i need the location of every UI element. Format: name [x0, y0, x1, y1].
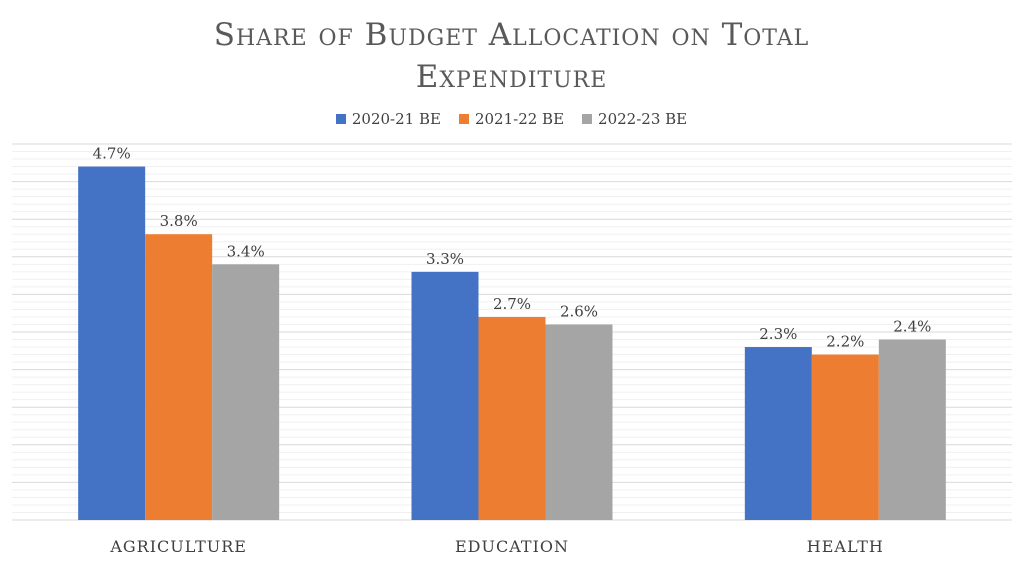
category-label-education: EDUCATION [455, 537, 569, 556]
chart-title: Share of Budget Allocation on Total Expe… [0, 14, 1023, 98]
bar-health-2021-22-be [811, 354, 879, 520]
category-label-health: HEALTH [807, 537, 884, 556]
bar-health-2022-23-be [878, 339, 946, 520]
data-label: 2.6% [560, 302, 598, 320]
legend-label-2020-21: 2020-21 BE [351, 110, 441, 128]
chart-title-line-2: Expenditure [415, 59, 608, 95]
bar-agriculture-2021-22-be [145, 234, 213, 521]
data-label: 2.7% [493, 295, 531, 313]
data-label: 3.8% [160, 212, 198, 230]
bar-education-2020-21-be [411, 271, 479, 520]
chart-legend: 2020-21 BE 2021-22 BE 2022-23 BE [0, 110, 1023, 128]
data-label: 2.3% [759, 325, 797, 343]
legend-item-2021-22: 2021-22 BE [458, 110, 565, 128]
data-label: 4.7% [93, 145, 131, 163]
data-label: 2.2% [826, 333, 864, 351]
bar-health-2020-21-be [744, 347, 812, 520]
data-label: 3.3% [426, 250, 464, 268]
data-label: 2.4% [893, 318, 931, 336]
bar-education-2021-22-be [478, 316, 546, 520]
chart-title-line-1: Share of Budget Allocation on Total [213, 17, 810, 53]
legend-label-2022-23: 2022-23 BE [598, 110, 688, 128]
legend-item-2022-23: 2022-23 BE [582, 110, 687, 128]
legend-swatch-2021-22 [458, 114, 469, 124]
legend-swatch-2022-23 [582, 114, 593, 124]
legend-label-2021-22: 2021-22 BE [474, 110, 565, 128]
data-label: 3.4% [227, 242, 265, 260]
legend-item-2020-21: 2020-21 BE [335, 110, 441, 128]
bar-education-2022-23-be [545, 324, 613, 520]
bar-agriculture-2020-21-be [78, 166, 146, 520]
category-label-agriculture: AGRICULTURE [109, 537, 247, 556]
legend-swatch-2020-21 [335, 114, 346, 124]
bar-agriculture-2022-23-be [212, 264, 280, 520]
